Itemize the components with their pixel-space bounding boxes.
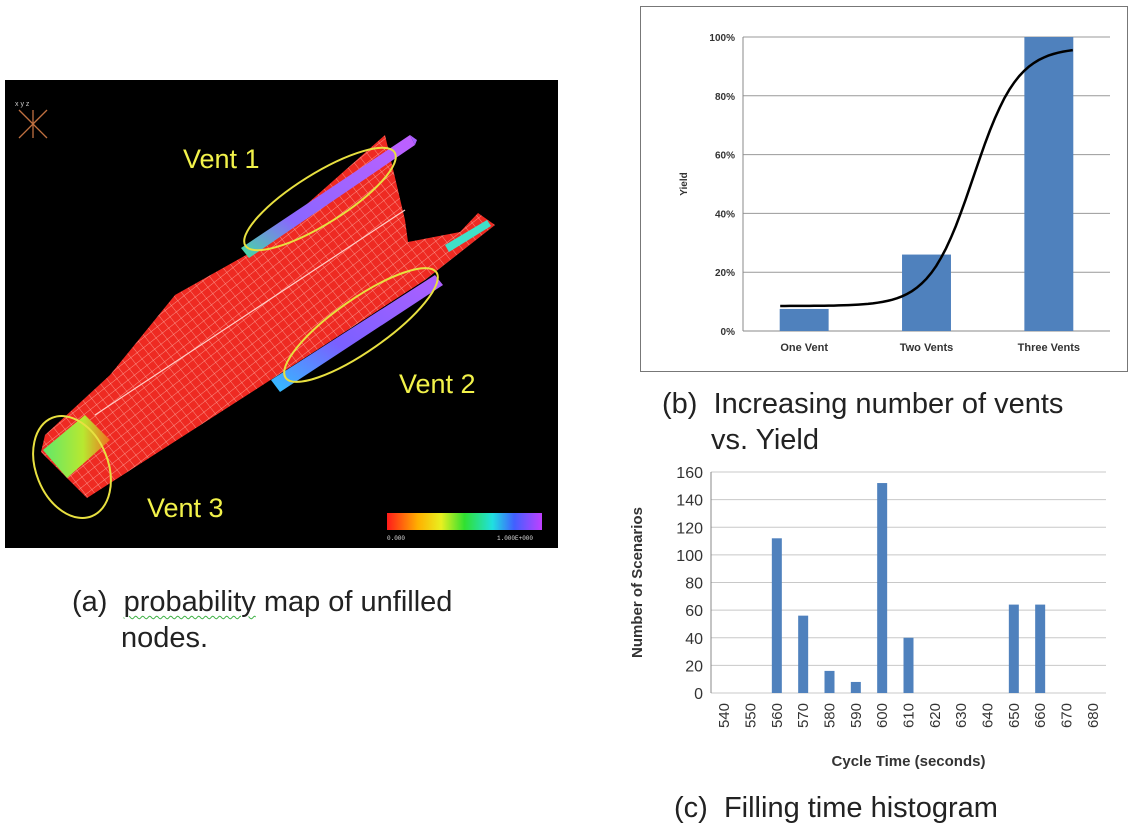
- colorbar-max-label: 1.000E+000: [497, 535, 533, 542]
- bar: [779, 308, 829, 331]
- y-tick-label: 0: [694, 686, 703, 703]
- y-axis-label: Yield: [679, 172, 690, 196]
- y-tick-label: 100%: [709, 33, 735, 44]
- vent-2-ellipse: [283, 267, 439, 383]
- x-tick-label: 680: [1085, 703, 1102, 728]
- y-tick-label: 60: [685, 603, 703, 620]
- vent-3-ellipse: [32, 415, 112, 519]
- x-tick-label: 540: [716, 703, 733, 728]
- x-tick-label: 570: [795, 703, 812, 728]
- x-category-label: Three Vents: [1018, 342, 1080, 354]
- caption-a-rest: map of unfilled: [255, 586, 453, 618]
- histogram-bar: [1008, 604, 1019, 693]
- y-tick-label: 160: [676, 465, 703, 482]
- x-axis-label: Cycle Time (seconds): [832, 753, 986, 770]
- mold-part-shape: [41, 135, 495, 498]
- y-tick-label: 140: [676, 493, 703, 510]
- caption-c-line1: Filling time histogram: [723, 792, 998, 824]
- x-tick-label: 630: [953, 703, 970, 728]
- colorbar-min-label: 0.000: [387, 535, 405, 542]
- x-tick-label: 600: [874, 703, 891, 728]
- caption-b-line1: Increasing number of vents: [713, 388, 1064, 420]
- caption-a-line2: nodes.: [121, 622, 209, 654]
- y-tick-label: 60%: [715, 151, 735, 162]
- y-axis-label: Number of Scenarios: [629, 507, 646, 658]
- y-tick-label: 120: [676, 520, 703, 537]
- x-tick-label: 670: [1059, 703, 1076, 728]
- histogram-bar: [903, 637, 914, 693]
- y-tick-label: 40: [685, 631, 703, 648]
- caption-b-line2: vs. Yield: [711, 424, 819, 456]
- x-tick-label: 550: [743, 703, 760, 728]
- x-tick-label: 620: [927, 703, 944, 728]
- x-category-label: One Vent: [780, 342, 828, 354]
- yield-chart: 0% 20% 40% 60% 80% 100% One Vent Two Vents Three…: [640, 6, 1128, 372]
- x-tick-label: 650: [1006, 703, 1023, 728]
- y-tick-label: 80: [685, 576, 703, 593]
- x-category-label: Two Vents: [900, 342, 954, 354]
- histogram-bar: [798, 615, 809, 693]
- histogram-bar: [771, 538, 782, 693]
- axis-triad-icon: x y z: [15, 101, 48, 139]
- caption-c: (c) Filling time histogram: [674, 790, 998, 826]
- y-tick-label: 100: [676, 548, 703, 565]
- histogram-bar: [850, 681, 861, 693]
- svg-text:x y z: x y z: [15, 101, 30, 108]
- filling-time-histogram: 0 20 40 60 80 100 120 140 160 540 550 560 570 580 590 6…: [629, 465, 1106, 770]
- x-tick-label: 640: [980, 703, 997, 728]
- trend-curve: [780, 48, 1073, 308]
- histogram-bar: [1035, 604, 1046, 693]
- caption-c-prefix: (c): [674, 792, 708, 824]
- caption-a: (a) probability map of unfilled: [72, 584, 452, 620]
- y-tick-label: 40%: [715, 209, 735, 220]
- vent-3-label: Vent 3: [147, 493, 224, 523]
- caption-b: (b) Increasing number of vents: [662, 386, 1063, 422]
- caption-a-word: probability: [123, 586, 256, 618]
- x-tick-label: 580: [822, 703, 839, 728]
- vent-1-ellipse: [243, 146, 397, 252]
- vent-1-label: Vent 1: [183, 144, 260, 174]
- x-tick-label: 560: [769, 703, 786, 728]
- y-tick-label: 20: [685, 658, 703, 675]
- x-tick-label: 660: [1032, 703, 1049, 728]
- y-tick-label: 0%: [721, 327, 736, 338]
- x-tick-label: 610: [901, 703, 918, 728]
- vent-2-label: Vent 2: [399, 369, 476, 399]
- caption-a-prefix: (a): [72, 586, 108, 618]
- y-tick-label: 20%: [715, 268, 735, 279]
- y-tick-label: 80%: [715, 92, 735, 103]
- histogram-bar: [877, 483, 888, 693]
- probability-map-image: x y z Vent 1 Vent 2 Vent 3 0.000 1.000E+…: [5, 80, 558, 548]
- colorbar: [387, 513, 542, 530]
- x-tick-label: 590: [848, 703, 865, 728]
- bar: [1024, 37, 1074, 331]
- caption-b-prefix: (b): [662, 388, 698, 420]
- histogram-bar: [824, 670, 835, 693]
